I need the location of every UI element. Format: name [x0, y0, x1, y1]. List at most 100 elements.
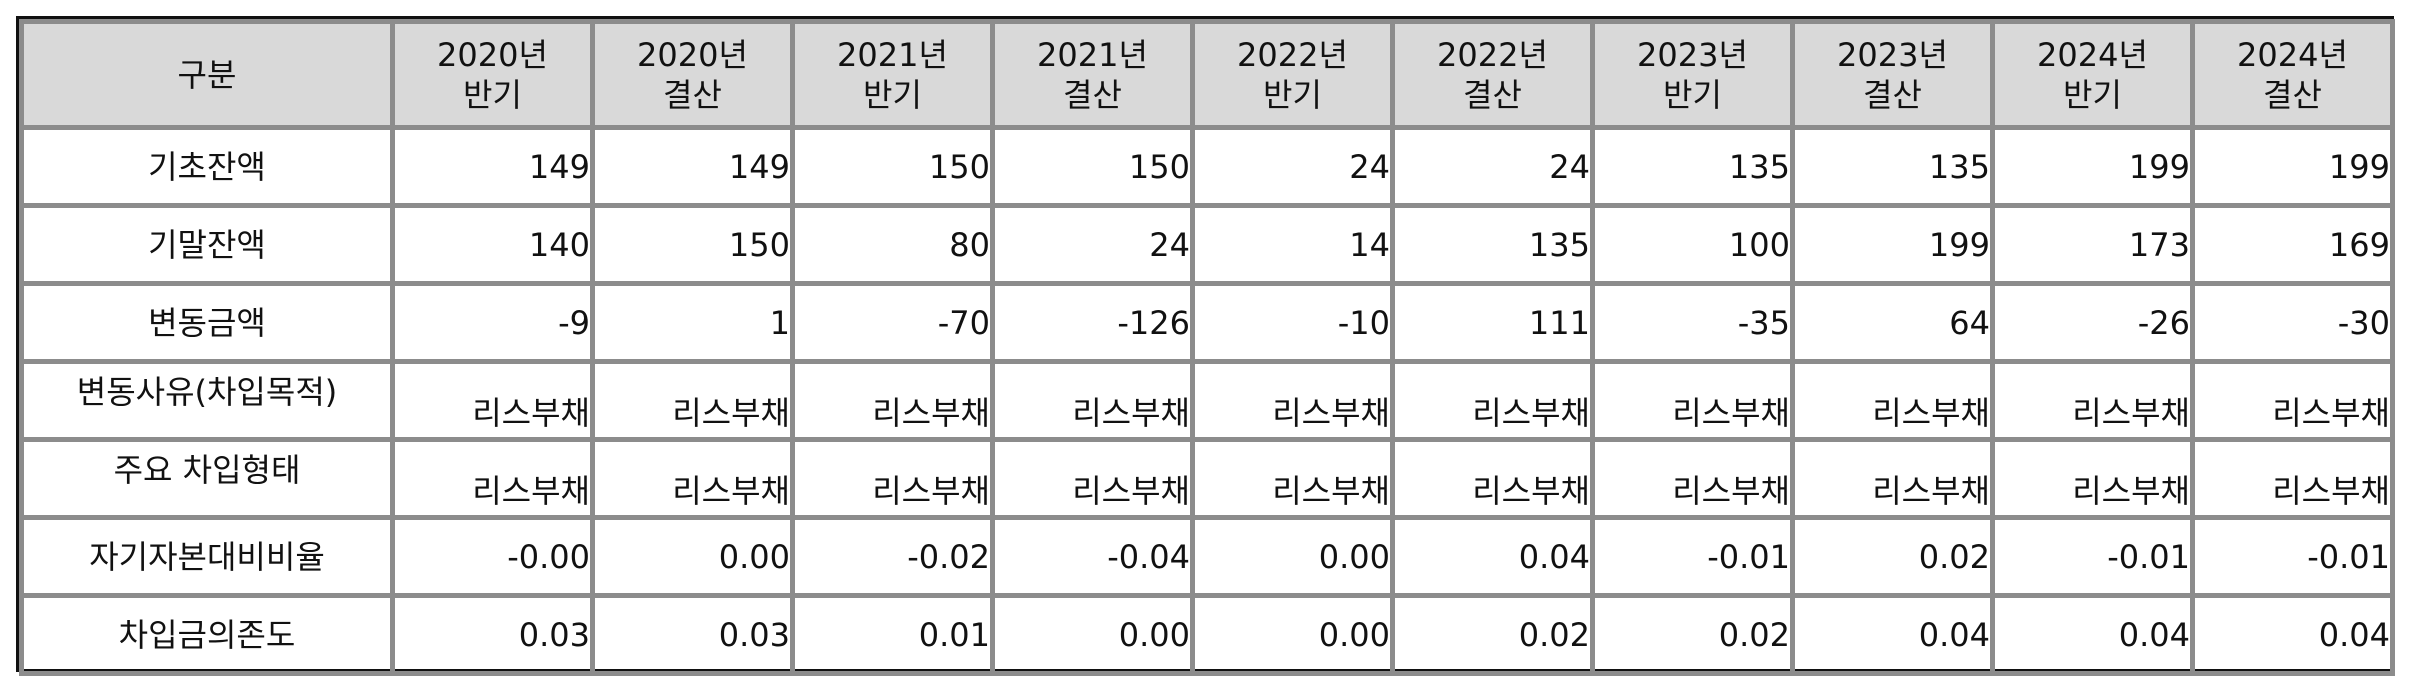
table-cell: 140	[390, 203, 595, 286]
column-year: 2020년	[437, 35, 548, 74]
table-cell: 150	[790, 125, 995, 208]
row-label: 주요 차입형태	[19, 437, 395, 520]
table-cell: 0.01	[790, 593, 995, 676]
row-label: 기초잔액	[19, 125, 395, 208]
table-cell: -0.00	[390, 515, 595, 598]
column-period: 반기	[1663, 75, 1722, 114]
column-header: 2021년 결산	[990, 19, 1195, 130]
table-cell: 리스부채	[590, 359, 795, 442]
table-row: 자기자본대비비율 -0.00 0.00 -0.02 -0.04 0.00 0.0…	[19, 515, 2395, 598]
table-cell: 리스부채	[1990, 437, 2195, 520]
column-year: 2023년	[1637, 35, 1748, 74]
row-label: 기말잔액	[19, 203, 395, 286]
column-year: 2024년	[2237, 35, 2348, 74]
table-row: 변동금액 -9 1 -70 -126 -10 111 -35 64 -26 -3…	[19, 281, 2395, 364]
table-cell: 리스부채	[790, 437, 995, 520]
table-row: 주요 차입형태 리스부채 리스부채 리스부채 리스부채 리스부채 리스부채 리스…	[19, 437, 2395, 520]
table-cell: -0.01	[1990, 515, 2195, 598]
column-header: 2020년 반기	[390, 19, 595, 130]
table-cell: -10	[1190, 281, 1395, 364]
table-cell: 24	[1390, 125, 1595, 208]
table-cell: 169	[2190, 203, 2395, 286]
row-label: 자기자본대비비율	[19, 515, 395, 598]
table-cell: 리스부채	[1190, 359, 1395, 442]
table-cell: 리스부채	[1590, 359, 1795, 442]
table-cell: -0.01	[1590, 515, 1795, 598]
column-year: 2020년	[637, 35, 748, 74]
table-cell: 0.04	[2190, 593, 2395, 676]
header-corner-label: 구분	[177, 55, 237, 94]
table-cell: 리스부채	[2190, 437, 2395, 520]
column-period: 결산	[2263, 75, 2322, 114]
column-period: 결산	[1063, 75, 1122, 114]
table-cell: -126	[990, 281, 1195, 364]
table-cell: 199	[1990, 125, 2195, 208]
table-cell: 150	[590, 203, 795, 286]
table-cell: 0.00	[1190, 515, 1395, 598]
column-period: 반기	[2063, 75, 2122, 114]
table-cell: 0.00	[1190, 593, 1395, 676]
table-cell: 리스부채	[1590, 437, 1795, 520]
table-cell: 100	[1590, 203, 1795, 286]
table-cell: 0.03	[390, 593, 595, 676]
column-header: 2021년 반기	[790, 19, 995, 130]
column-period: 결산	[1863, 75, 1922, 114]
table-cell: 173	[1990, 203, 2195, 286]
table-cell: 리스부채	[990, 437, 1195, 520]
table-row: 차입금의존도 0.03 0.03 0.01 0.00 0.00 0.02 0.0…	[19, 593, 2395, 676]
column-header: 2024년 반기	[1990, 19, 2195, 130]
column-header: 2023년 반기	[1590, 19, 1795, 130]
table-cell: 24	[1190, 125, 1395, 208]
table-cell: 리스부채	[390, 359, 595, 442]
column-period: 결산	[1463, 75, 1522, 114]
table-row: 변동사유(차입목적) 리스부채 리스부채 리스부채 리스부채 리스부채 리스부채…	[19, 359, 2395, 442]
table-cell: 0.02	[1590, 593, 1795, 676]
column-header: 2022년 반기	[1190, 19, 1395, 130]
table-row: 기초잔액 149 149 150 150 24 24 135 135 199 1…	[19, 125, 2395, 208]
table-cell: 80	[790, 203, 995, 286]
borrowings-table-frame: 구분 2020년 반기 2020년 결산 2021년 반기 2021년 결산 2022년…	[16, 16, 2395, 676]
table-cell: 149	[390, 125, 595, 208]
table-cell: -9	[390, 281, 595, 364]
column-year: 2022년	[1437, 35, 1548, 74]
table-cell: 135	[1790, 125, 1995, 208]
column-year: 2023년	[1837, 35, 1948, 74]
column-period: 결산	[663, 75, 722, 114]
table-cell: 리스부채	[1790, 437, 1995, 520]
table-cell: 150	[990, 125, 1195, 208]
table-cell: 0.02	[1790, 515, 1995, 598]
table-cell: 14	[1190, 203, 1395, 286]
table-cell: 리스부채	[990, 359, 1195, 442]
table-cell: -30	[2190, 281, 2395, 364]
header-row: 구분 2020년 반기 2020년 결산 2021년 반기 2021년 결산 2022년…	[19, 19, 2395, 130]
column-year: 2022년	[1237, 35, 1348, 74]
table-cell: 리스부채	[1790, 359, 1995, 442]
column-year: 2024년	[2037, 35, 2148, 74]
table-cell: 리스부채	[1190, 437, 1395, 520]
row-label: 변동금액	[19, 281, 395, 364]
table-cell: 24	[990, 203, 1195, 286]
table-cell: 0.04	[1790, 593, 1995, 676]
column-period: 반기	[463, 75, 522, 114]
table-cell: 0.02	[1390, 593, 1595, 676]
table-row: 기말잔액 140 150 80 24 14 135 100 199 173 16…	[19, 203, 2395, 286]
table-cell: 149	[590, 125, 795, 208]
row-label: 차입금의존도	[19, 593, 395, 676]
table-cell: 0.04	[1990, 593, 2195, 676]
column-header: 2023년 결산	[1790, 19, 1995, 130]
table-cell: -35	[1590, 281, 1795, 364]
table-cell: 리스부채	[590, 437, 795, 520]
table-cell: 리스부채	[790, 359, 995, 442]
row-label: 변동사유(차입목적)	[19, 359, 395, 442]
table-cell: 리스부채	[390, 437, 595, 520]
table-cell: 0.00	[990, 593, 1195, 676]
table-cell: 135	[1390, 203, 1595, 286]
table-cell: 0.04	[1390, 515, 1595, 598]
column-year: 2021년	[837, 35, 948, 74]
table-cell: 199	[1790, 203, 1995, 286]
table-cell: 64	[1790, 281, 1995, 364]
table-cell: 0.03	[590, 593, 795, 676]
table-cell: 0.00	[590, 515, 795, 598]
table-cell: -0.01	[2190, 515, 2395, 598]
column-header: 2024년 결산	[2190, 19, 2395, 130]
